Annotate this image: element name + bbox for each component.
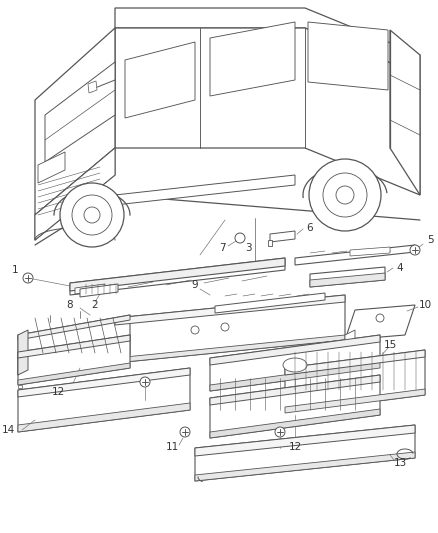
Text: 3: 3 <box>245 243 251 253</box>
Polygon shape <box>18 330 28 375</box>
Text: 10: 10 <box>418 300 431 310</box>
Text: 8: 8 <box>67 300 73 310</box>
Polygon shape <box>195 425 415 456</box>
Circle shape <box>23 273 33 283</box>
Polygon shape <box>115 335 345 363</box>
Polygon shape <box>115 295 345 325</box>
Text: 11: 11 <box>166 442 179 452</box>
Polygon shape <box>115 175 295 205</box>
Polygon shape <box>345 330 355 343</box>
Polygon shape <box>18 335 130 358</box>
Polygon shape <box>210 375 380 438</box>
Polygon shape <box>18 315 130 340</box>
Circle shape <box>410 245 420 255</box>
Circle shape <box>323 173 367 217</box>
Polygon shape <box>38 152 65 183</box>
Circle shape <box>275 427 285 437</box>
Circle shape <box>72 195 112 235</box>
Polygon shape <box>18 368 190 432</box>
Text: 4: 4 <box>397 263 403 273</box>
Polygon shape <box>268 240 272 246</box>
Polygon shape <box>75 284 105 294</box>
Polygon shape <box>115 295 345 363</box>
Text: 15: 15 <box>383 340 397 350</box>
Polygon shape <box>285 350 425 375</box>
Polygon shape <box>270 231 295 242</box>
Circle shape <box>235 233 245 243</box>
Polygon shape <box>210 409 380 438</box>
Polygon shape <box>210 335 380 365</box>
Text: 12: 12 <box>51 387 65 397</box>
Polygon shape <box>210 362 380 391</box>
Circle shape <box>191 326 199 334</box>
Polygon shape <box>70 258 285 291</box>
Polygon shape <box>295 245 415 265</box>
Circle shape <box>221 323 229 331</box>
Polygon shape <box>125 42 195 118</box>
Polygon shape <box>210 335 380 391</box>
Polygon shape <box>195 425 415 481</box>
Polygon shape <box>18 315 130 375</box>
Polygon shape <box>285 389 425 413</box>
Polygon shape <box>88 81 97 93</box>
Circle shape <box>309 159 381 231</box>
Text: 7: 7 <box>219 243 225 253</box>
Polygon shape <box>18 403 190 432</box>
Text: 14: 14 <box>1 425 14 435</box>
Ellipse shape <box>283 358 307 372</box>
Polygon shape <box>18 335 130 385</box>
Polygon shape <box>115 8 420 75</box>
Polygon shape <box>70 258 285 295</box>
Circle shape <box>140 377 150 387</box>
Polygon shape <box>390 30 420 195</box>
Text: 13: 13 <box>393 458 406 468</box>
Polygon shape <box>310 267 385 287</box>
Polygon shape <box>35 148 115 240</box>
Polygon shape <box>45 62 115 162</box>
Text: 2: 2 <box>92 300 98 310</box>
Text: 1: 1 <box>12 265 18 275</box>
Circle shape <box>84 207 100 223</box>
Text: 12: 12 <box>288 442 302 452</box>
Text: 6: 6 <box>307 223 313 233</box>
Polygon shape <box>18 363 130 385</box>
Circle shape <box>336 186 354 204</box>
Text: 9: 9 <box>192 280 198 290</box>
Polygon shape <box>18 368 190 397</box>
Polygon shape <box>310 273 385 287</box>
Polygon shape <box>18 385 22 388</box>
Polygon shape <box>345 305 415 340</box>
Polygon shape <box>210 22 295 96</box>
Circle shape <box>60 183 124 247</box>
Polygon shape <box>195 452 415 481</box>
Text: 5: 5 <box>427 235 433 245</box>
Polygon shape <box>215 293 325 313</box>
Circle shape <box>180 427 190 437</box>
Polygon shape <box>35 28 115 215</box>
Polygon shape <box>35 148 115 240</box>
Polygon shape <box>80 284 118 297</box>
Polygon shape <box>350 247 390 256</box>
Polygon shape <box>285 350 425 413</box>
Polygon shape <box>115 28 420 195</box>
Circle shape <box>376 314 384 322</box>
Polygon shape <box>308 22 388 90</box>
Polygon shape <box>210 375 380 405</box>
